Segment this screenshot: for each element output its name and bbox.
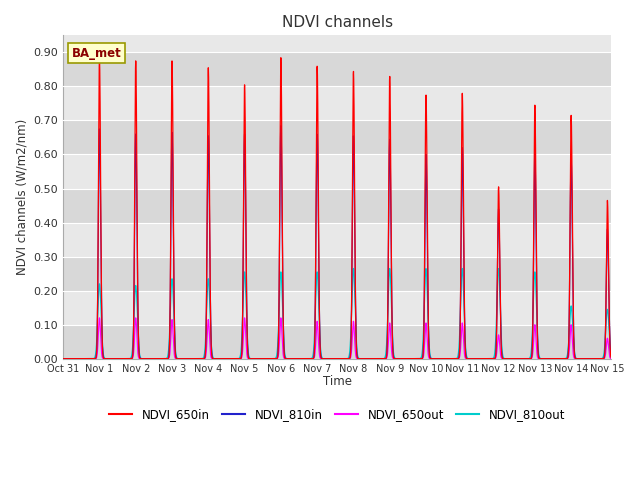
Y-axis label: NDVI channels (W/m2/nm): NDVI channels (W/m2/nm) <box>15 119 28 275</box>
NDVI_810in <box>60 356 67 361</box>
Bar <box>63 52 611 86</box>
NDVI_810in <box>277 123 285 129</box>
NDVI_650in <box>416 356 424 361</box>
NDVI_810in <box>269 356 276 361</box>
NDVI_810out <box>510 356 518 361</box>
NDVI_650in <box>60 356 67 361</box>
NDVI_650out <box>159 356 166 361</box>
NDVI_650out <box>95 315 103 321</box>
Legend: NDVI_650in, NDVI_810in, NDVI_650out, NDVI_810out: NDVI_650in, NDVI_810in, NDVI_650out, NDV… <box>104 403 570 426</box>
NDVI_650out <box>468 356 476 361</box>
NDVI_650in <box>388 303 396 309</box>
Line: NDVI_810out: NDVI_810out <box>63 268 611 359</box>
Title: NDVI channels: NDVI channels <box>282 15 393 30</box>
NDVI_810out <box>495 265 502 271</box>
NDVI_650out <box>60 356 67 361</box>
Line: NDVI_650out: NDVI_650out <box>63 318 611 359</box>
NDVI_810out <box>388 314 396 320</box>
NDVI_650out <box>416 356 424 361</box>
NDVI_810out <box>468 356 476 361</box>
NDVI_810out <box>607 352 615 358</box>
NDVI_650in <box>159 356 166 361</box>
NDVI_810in <box>510 356 518 361</box>
Line: NDVI_810in: NDVI_810in <box>63 126 611 359</box>
NDVI_650in <box>269 356 276 361</box>
NDVI_810out <box>269 356 276 361</box>
NDVI_810in <box>607 354 615 360</box>
NDVI_810in <box>388 302 396 308</box>
NDVI_650out <box>607 356 615 361</box>
NDVI_650out <box>388 350 396 356</box>
Bar <box>63 120 611 155</box>
Line: NDVI_650in: NDVI_650in <box>63 58 611 359</box>
NDVI_650in <box>468 356 476 361</box>
X-axis label: Time: Time <box>323 375 351 388</box>
NDVI_650out <box>269 356 276 361</box>
Bar <box>63 257 611 290</box>
NDVI_810out <box>60 356 67 361</box>
NDVI_810out <box>159 356 166 361</box>
Text: BA_met: BA_met <box>72 47 121 60</box>
NDVI_650in <box>277 55 285 60</box>
Bar <box>63 189 611 223</box>
Bar <box>63 324 611 359</box>
NDVI_810in <box>468 356 476 361</box>
NDVI_810in <box>416 356 424 361</box>
NDVI_650in <box>510 356 518 361</box>
NDVI_650in <box>607 355 615 360</box>
NDVI_810out <box>415 356 423 361</box>
NDVI_810in <box>159 356 166 361</box>
NDVI_650out <box>510 356 518 361</box>
